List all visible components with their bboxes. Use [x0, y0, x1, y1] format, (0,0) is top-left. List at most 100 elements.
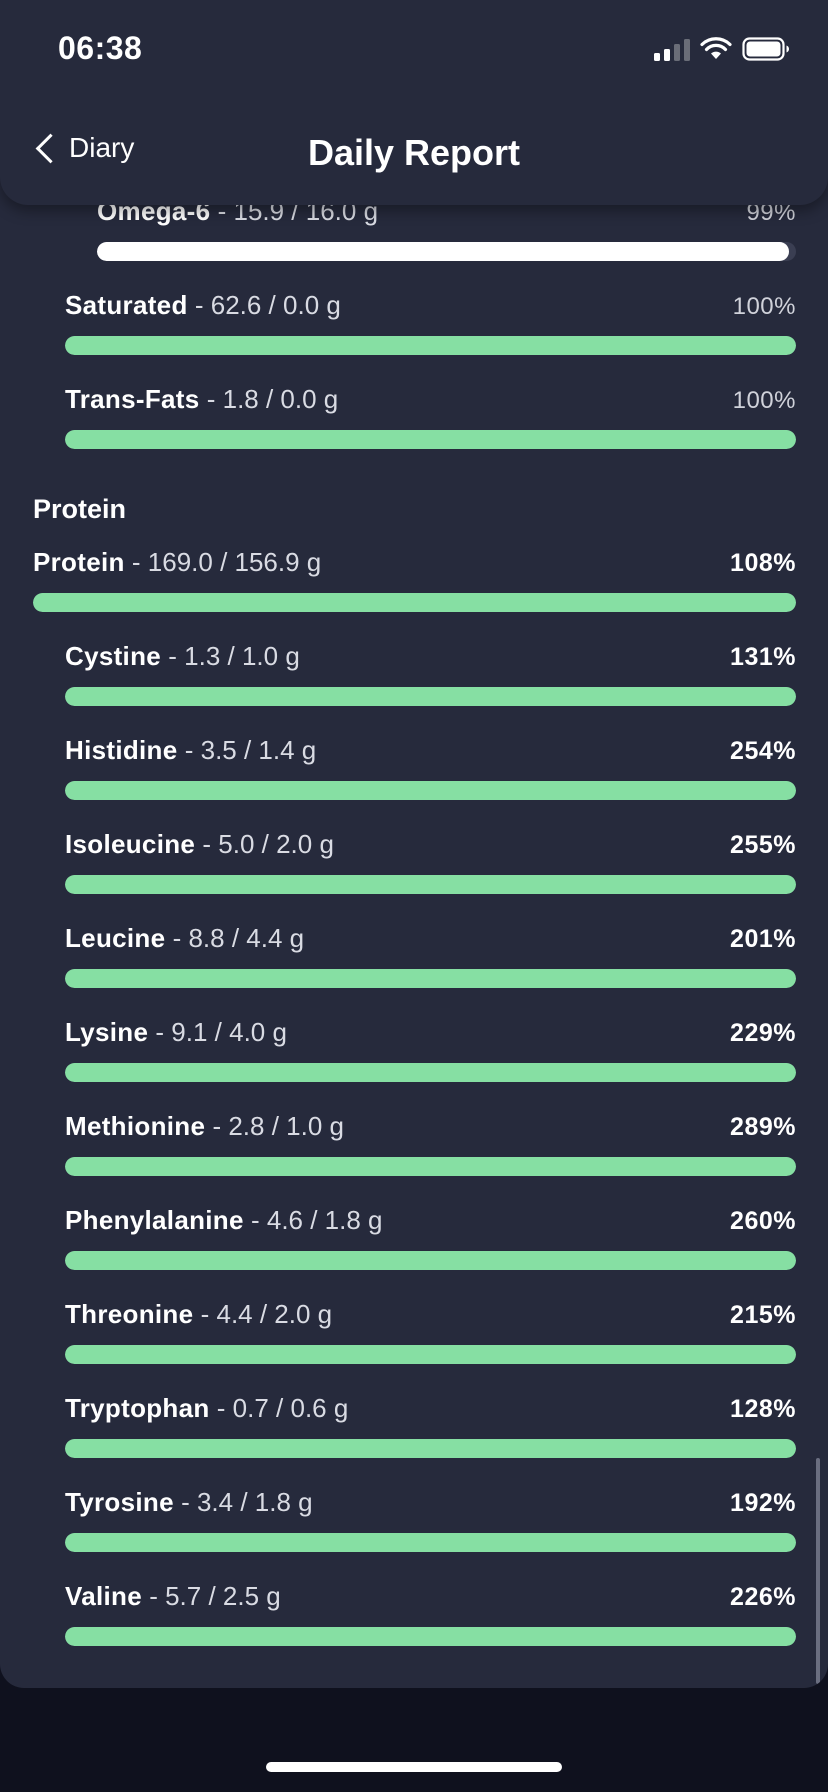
- progress-fill: [65, 1345, 796, 1364]
- progress-bar: [65, 1157, 796, 1176]
- progress-bar: [65, 969, 796, 988]
- nutrient-amounts: - 4.4 / 2.0 g: [193, 1299, 333, 1329]
- nutrient-row-omega-6: Omega-6 - 15.9 / 16.0 g 99%: [97, 196, 796, 261]
- progress-fill: [65, 1627, 796, 1646]
- report-scroll-area[interactable]: Omega-6 - 15.9 / 16.0 g 99% Saturated - …: [0, 0, 828, 1688]
- progress-fill: [65, 969, 796, 988]
- home-indicator[interactable]: [266, 1762, 562, 1772]
- nutrient-percent: 100%: [732, 387, 796, 414]
- progress-bar: [65, 1439, 796, 1458]
- nutrient-amounts: - 169.0 / 156.9 g: [124, 547, 322, 577]
- nutrient-percent: 229%: [730, 1019, 796, 1047]
- nutrient-amounts: - 2.8 / 1.0 g: [205, 1111, 344, 1141]
- progress-fill: [65, 1251, 796, 1270]
- status-icons: [654, 36, 790, 62]
- nutrient-name: Cystine: [65, 641, 162, 671]
- progress-bar: [65, 1533, 796, 1552]
- nutrient-row-cystine: Cystine - 1.3 / 1.0 g 131%: [65, 641, 796, 706]
- nutrient-percent: 128%: [730, 1395, 796, 1423]
- nutrient-row-histidine: Histidine - 3.5 / 1.4 g 254%: [65, 735, 796, 800]
- nutrient-amounts: - 5.0 / 2.0 g: [195, 829, 334, 859]
- nutrient-percent: 201%: [730, 925, 796, 953]
- nutrient-percent: 254%: [730, 737, 796, 765]
- nutrient-amounts: - 5.7 / 2.5 g: [141, 1581, 281, 1611]
- progress-bar: [65, 1345, 796, 1364]
- nutrient-amounts: - 9.1 / 4.0 g: [148, 1017, 287, 1047]
- nutrient-name: Phenylalanine: [65, 1205, 244, 1235]
- nutrient-row-trans-fats: Trans-Fats - 1.8 / 0.0 g 100%: [65, 384, 796, 449]
- nutrient-percent: 215%: [730, 1301, 796, 1329]
- nutrient-row-isoleucine: Isoleucine - 5.0 / 2.0 g 255%: [65, 829, 796, 894]
- cellular-signal-icon: [654, 37, 690, 61]
- back-button-label: Diary: [69, 132, 135, 163]
- nutrient-name: Threonine: [65, 1299, 194, 1329]
- progress-fill: [65, 687, 796, 706]
- nutrient-percent: 255%: [730, 831, 796, 859]
- nutrient-row-saturated: Saturated - 62.6 / 0.0 g 100%: [65, 290, 796, 355]
- nutrient-name: Leucine: [65, 923, 166, 953]
- nutrient-amounts: - 62.6 / 0.0 g: [187, 290, 341, 320]
- nav-header: 06:38 Diary Daily Report: [0, 0, 828, 205]
- nutrient-percent: 100%: [732, 293, 796, 320]
- progress-fill: [33, 593, 796, 612]
- nutrient-row-leucine: Leucine - 8.8 / 4.4 g 201%: [65, 923, 796, 988]
- nutrient-amounts: - 1.8 / 0.0 g: [199, 384, 339, 414]
- nutrient-amounts: - 4.6 / 1.8 g: [243, 1205, 383, 1235]
- progress-fill: [65, 1063, 796, 1082]
- progress-bar: [65, 781, 796, 800]
- progress-bar: [97, 242, 796, 261]
- nutrient-row-valine: Valine - 5.7 / 2.5 g 226%: [65, 1581, 796, 1646]
- battery-icon: [742, 37, 789, 61]
- nutrient-percent: 108%: [730, 549, 796, 577]
- progress-fill: [97, 242, 789, 261]
- status-time: 06:38: [58, 30, 143, 66]
- nutrient-percent: 131%: [730, 643, 796, 671]
- progress-fill: [65, 1439, 796, 1458]
- nutrient-row-tryptophan: Tryptophan - 0.7 / 0.6 g 128%: [65, 1393, 796, 1458]
- progress-bar: [65, 430, 796, 449]
- nutrient-amounts: - 3.4 / 1.8 g: [173, 1487, 313, 1517]
- nutrient-name: Saturated: [65, 290, 188, 320]
- wifi-icon: [700, 37, 732, 59]
- progress-bar: [65, 875, 796, 894]
- nutrient-amounts: - 3.5 / 1.4 g: [177, 735, 317, 765]
- section-label-protein: Protein: [33, 494, 127, 524]
- nutrient-percent: 226%: [730, 1583, 796, 1611]
- progress-fill: [65, 1533, 796, 1552]
- chevron-left-icon: [35, 133, 66, 163]
- nutrient-name: Valine: [65, 1581, 142, 1611]
- nutrient-name: Tyrosine: [65, 1487, 174, 1517]
- nutrient-row-methionine: Methionine - 2.8 / 1.0 g 289%: [65, 1111, 796, 1176]
- progress-bar: [65, 336, 796, 355]
- progress-fill: [65, 430, 796, 449]
- nutrient-amounts: - 0.7 / 0.6 g: [209, 1393, 349, 1423]
- back-button[interactable]: Diary: [32, 132, 134, 164]
- nutrient-amounts: - 8.8 / 4.4 g: [165, 923, 305, 953]
- nutrient-percent: 289%: [730, 1113, 796, 1141]
- nutrient-row-lysine: Lysine - 9.1 / 4.0 g 229%: [65, 1017, 796, 1082]
- progress-bar: [65, 1251, 796, 1270]
- nutrient-name: Protein: [33, 547, 125, 577]
- nutrient-name: Trans-Fats: [65, 384, 200, 414]
- progress-fill: [65, 336, 796, 355]
- progress-bar: [65, 687, 796, 706]
- nutrient-percent: 260%: [730, 1207, 796, 1235]
- progress-bar: [65, 1063, 796, 1082]
- nutrient-percent: 192%: [730, 1489, 796, 1517]
- scrollbar[interactable]: [816, 1458, 820, 1684]
- nutrient-row-protein-total: Protein - 169.0 / 156.9 g 108%: [33, 547, 796, 612]
- nutrient-name: Tryptophan: [65, 1393, 210, 1423]
- progress-fill: [65, 875, 796, 894]
- nutrient-name: Histidine: [65, 735, 178, 765]
- nutrient-amounts: - 1.3 / 1.0 g: [161, 641, 300, 671]
- nutrient-name: Isoleucine: [65, 829, 196, 859]
- progress-bar: [65, 1627, 796, 1646]
- nutrient-name: Methionine: [65, 1111, 206, 1141]
- progress-bar: [33, 593, 796, 612]
- nutrient-row-phenylalanine: Phenylalanine - 4.6 / 1.8 g 260%: [65, 1205, 796, 1270]
- progress-fill: [65, 1157, 796, 1176]
- nutrient-name: Lysine: [65, 1017, 149, 1047]
- nutrient-row-tyrosine: Tyrosine - 3.4 / 1.8 g 192%: [65, 1487, 796, 1552]
- progress-fill: [65, 781, 796, 800]
